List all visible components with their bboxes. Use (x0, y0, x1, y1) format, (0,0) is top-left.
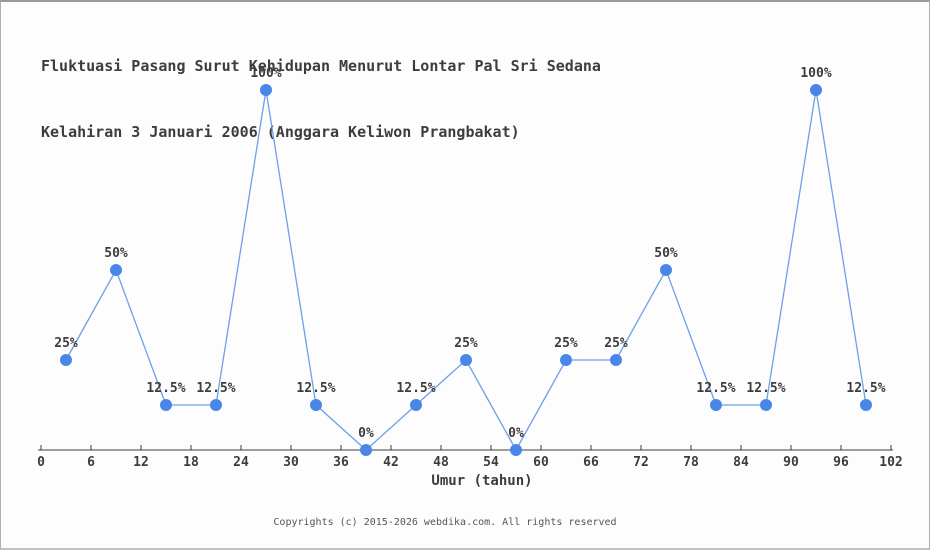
x-axis-tick-label: 72 (633, 455, 649, 470)
chart-title: Fluktuasi Pasang Surut Kehidupan Menurut… (41, 11, 601, 187)
data-point (510, 444, 522, 456)
data-point (810, 84, 822, 96)
data-point-label: 50% (104, 246, 128, 261)
data-point (110, 264, 122, 276)
data-point-label: 12.5% (846, 381, 885, 396)
data-point (660, 264, 672, 276)
x-axis-tick-label: 84 (733, 455, 749, 470)
data-point-label: 12.5% (396, 381, 435, 396)
data-point-label: 12.5% (196, 381, 235, 396)
data-point-label: 25% (454, 336, 478, 351)
data-point-label: 12.5% (696, 381, 735, 396)
data-series-line (65, 89, 867, 452)
data-point-label: 12.5% (146, 381, 185, 396)
data-point-label: 25% (604, 336, 628, 351)
data-point (360, 444, 372, 456)
data-point-label: 12.5% (296, 381, 335, 396)
data-point (310, 399, 322, 411)
x-axis-tick-label: 60 (533, 455, 549, 470)
x-axis-tick-label: 48 (433, 455, 449, 470)
chart-title-line2: Kelahiran 3 Januari 2006 (Anggara Keliwo… (41, 123, 520, 141)
data-point (610, 354, 622, 366)
data-point (760, 399, 772, 411)
data-point (60, 354, 72, 366)
x-axis-tick-label: 12 (133, 455, 149, 470)
copyright-footer: Copyrights (c) 2015-2026 webdika.com. Al… (273, 517, 617, 528)
x-axis-tick-label: 36 (333, 455, 349, 470)
x-axis-title: Umur (tahun) (431, 473, 533, 489)
data-point (160, 399, 172, 411)
data-point (410, 399, 422, 411)
data-point-label: 50% (654, 246, 678, 261)
data-point (460, 354, 472, 366)
x-axis-tick-label: 96 (833, 455, 849, 470)
data-point-label: 25% (54, 336, 78, 351)
x-axis-tick-label: 0 (37, 455, 45, 470)
x-axis-tick-label: 42 (383, 455, 399, 470)
data-point (260, 84, 272, 96)
data-point (210, 399, 222, 411)
data-point (860, 399, 872, 411)
data-point (560, 354, 572, 366)
x-axis-tick-label: 30 (283, 455, 299, 470)
data-point-label: 12.5% (746, 381, 785, 396)
x-axis-tick-label: 24 (233, 455, 249, 470)
x-axis-tick-label: 102 (879, 455, 902, 470)
x-axis-tick-label: 18 (183, 455, 199, 470)
data-point-label: 100% (800, 66, 831, 81)
data-point-label: 25% (554, 336, 578, 351)
x-axis-tick-label: 54 (483, 455, 499, 470)
x-axis-tick-label: 6 (87, 455, 95, 470)
chart-title-line1: Fluktuasi Pasang Surut Kehidupan Menurut… (41, 57, 601, 75)
x-axis-tick-label: 90 (783, 455, 799, 470)
data-point-label: 0% (358, 426, 374, 441)
data-point (710, 399, 722, 411)
data-point-label: 0% (508, 426, 524, 441)
x-axis-tick-label: 66 (583, 455, 599, 470)
x-axis-tick-label: 78 (683, 455, 699, 470)
data-point-label: 100% (250, 66, 281, 81)
